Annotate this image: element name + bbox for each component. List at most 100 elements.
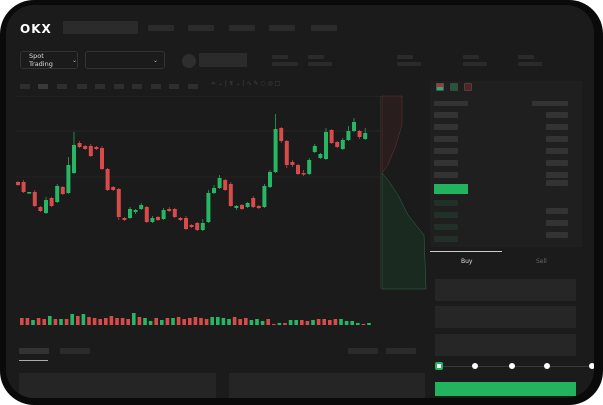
interval-button[interactable] (132, 84, 142, 89)
nav-item[interactable] (188, 25, 214, 31)
volume-bar (81, 314, 86, 325)
interval-button-active[interactable] (38, 84, 48, 89)
candle (55, 186, 60, 202)
price-input[interactable] (435, 279, 576, 301)
stat-label (272, 55, 288, 59)
tab-order-history[interactable] (60, 348, 90, 354)
market-type-label: Spot Trading (29, 52, 53, 68)
interval-button[interactable] (169, 84, 179, 89)
depth-bid-area (381, 172, 427, 290)
nav-item[interactable] (148, 25, 174, 31)
candle (245, 203, 250, 207)
orderbook-amount (546, 172, 568, 178)
volume-bar (255, 319, 259, 325)
nav-item[interactable] (269, 25, 295, 31)
orderbook-price[interactable] (434, 160, 458, 166)
tab-sell[interactable]: Sell (536, 258, 547, 265)
orderbook-price[interactable] (434, 200, 458, 206)
slider-step-25[interactable] (472, 363, 478, 369)
divider (16, 96, 382, 97)
candle (111, 187, 116, 190)
volume-bar (238, 319, 242, 325)
candlestick-chart[interactable] (6, 5, 594, 398)
market-type-dropdown[interactable]: Spot Trading ⌄ (20, 51, 78, 69)
orderbook-price[interactable] (434, 224, 458, 230)
volume-bar (311, 320, 315, 325)
interval-button[interactable] (77, 84, 87, 89)
volume-bar (260, 321, 265, 325)
stat-value (397, 62, 421, 66)
candle (324, 132, 328, 159)
orderbook-price[interactable] (434, 236, 458, 242)
volume-bar (182, 319, 186, 325)
tab-open-orders[interactable] (19, 348, 49, 354)
nav-item[interactable] (229, 25, 255, 31)
stat-label (308, 55, 324, 59)
candle (217, 178, 222, 188)
interval-button[interactable] (188, 84, 198, 89)
candle (195, 223, 200, 230)
orderbook-price[interactable] (434, 136, 458, 142)
volume-bar (20, 318, 24, 325)
interval-button[interactable] (57, 84, 67, 89)
volume-bar (48, 316, 52, 325)
nav-item[interactable] (311, 25, 337, 31)
volume-bar (199, 318, 203, 325)
filter-button[interactable] (348, 348, 378, 354)
candle (262, 186, 267, 207)
volume-bar (53, 319, 58, 325)
amount-input[interactable] (435, 306, 576, 328)
slider-step-75[interactable] (544, 363, 550, 369)
volume-bar (249, 320, 254, 325)
orderbook-asks-icon[interactable] (464, 83, 472, 91)
interval-button[interactable] (95, 84, 105, 89)
tab-buy[interactable]: Buy (461, 258, 473, 265)
okx-logo[interactable]: OKX (20, 22, 52, 36)
orderbook-price[interactable] (434, 124, 458, 130)
orderbook-bids-icon[interactable] (450, 83, 458, 91)
slider-step-100[interactable] (589, 363, 594, 369)
volume-bar (277, 323, 282, 325)
orderbook-col-price (434, 101, 468, 106)
candle (144, 207, 149, 222)
slider-step-50[interactable] (509, 363, 515, 369)
orderbook-price[interactable] (434, 172, 458, 178)
orderbook-price[interactable] (434, 212, 458, 218)
candle (268, 172, 272, 187)
candle (223, 180, 228, 190)
volume-bar (266, 319, 270, 325)
volume-bar (232, 317, 237, 325)
orderbook-amount (546, 112, 568, 118)
volume-bar (126, 319, 130, 325)
candle (318, 154, 323, 158)
interval-button[interactable] (151, 84, 161, 89)
filter-button[interactable] (386, 348, 416, 354)
buy-button[interactable] (435, 382, 576, 396)
stat-value (518, 62, 542, 66)
volume-bar (25, 318, 30, 325)
candle (139, 205, 144, 209)
orderbook-price[interactable] (434, 148, 458, 154)
slider-handle[interactable] (435, 362, 443, 370)
candle (307, 160, 312, 174)
divider (380, 96, 381, 289)
orderbook-amount (546, 220, 568, 226)
search-bar[interactable] (63, 21, 138, 34)
volume-bar (283, 323, 287, 325)
pair-dropdown[interactable]: ⌄ (85, 51, 165, 69)
candle (189, 225, 194, 227)
interval-button[interactable] (114, 84, 124, 89)
orderbook-price[interactable] (434, 112, 458, 118)
volume-bar (344, 321, 349, 325)
chart-tools-icons[interactable]: ∞ ⌄ | ↯ ⌄ | ∿ ✎ ○ ◎ □ (211, 80, 281, 87)
candle (251, 198, 256, 207)
candle (290, 162, 295, 165)
volume-bar (70, 314, 74, 325)
candle (38, 207, 43, 211)
volume-bar (339, 319, 343, 325)
interval-button[interactable] (20, 84, 30, 89)
volume-bar (176, 317, 181, 325)
total-input[interactable] (435, 334, 576, 356)
volume-bar (104, 318, 108, 325)
orderbook-both-icon[interactable] (436, 83, 444, 91)
